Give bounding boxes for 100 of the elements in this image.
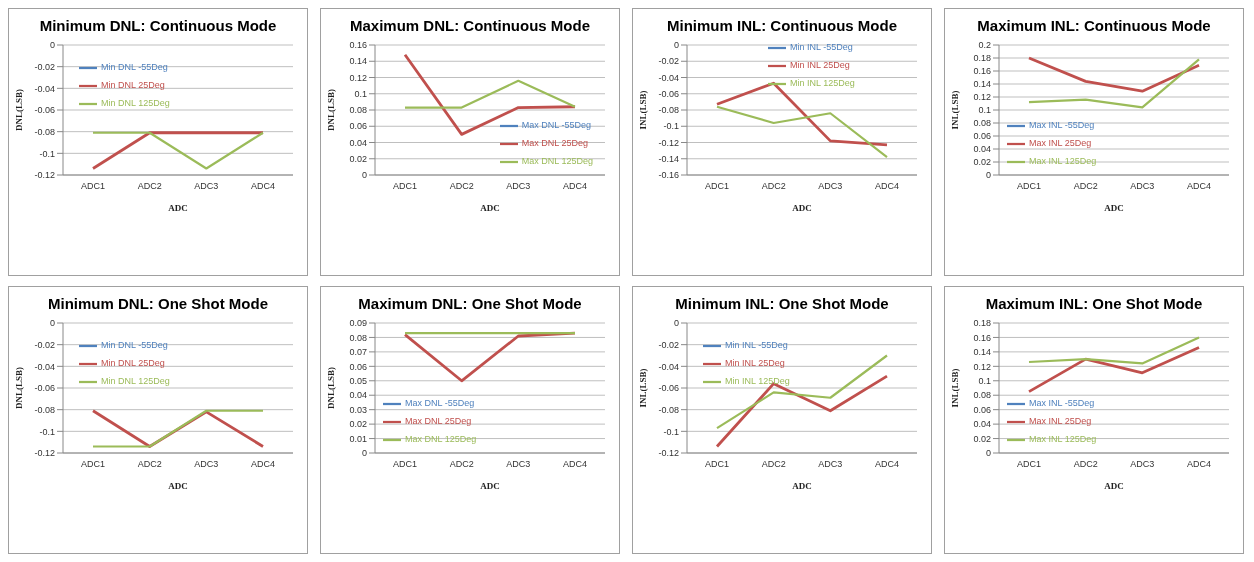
y-tick-label: 0.12 bbox=[973, 92, 991, 103]
line-series bbox=[1027, 58, 1201, 109]
y-tick-label: 0.04 bbox=[973, 144, 991, 155]
y-tick-label: 0 bbox=[49, 318, 55, 329]
chart-title: Maximum INL: Continuous Mode bbox=[976, 17, 1212, 36]
legend-label: Max INL -55Deg bbox=[1029, 398, 1095, 409]
y-tick-label: 0 bbox=[361, 448, 367, 459]
legend-label: Max DNL 125Deg bbox=[405, 434, 477, 445]
y-tick-label: 0.03 bbox=[349, 404, 367, 415]
legend-label: Max INL -55Deg bbox=[1029, 120, 1095, 131]
x-axis-title: ADC bbox=[792, 481, 812, 491]
x-tick-label: ADC1 bbox=[704, 181, 730, 192]
y-tick-label: -0.02 bbox=[34, 339, 55, 350]
legend-label: Max DNL 125Deg bbox=[521, 156, 593, 167]
legend-label: Min DNL -55Deg bbox=[101, 62, 168, 73]
y-tick-label: 0 bbox=[49, 40, 55, 51]
legend-label: Min INL -55Deg bbox=[790, 42, 853, 53]
y-tick-label: 0.12 bbox=[973, 361, 991, 372]
y-tick-label: 0 bbox=[361, 170, 367, 181]
line-series bbox=[715, 81, 889, 147]
y-axis-title: DNL(LSB) bbox=[326, 366, 337, 410]
y-tick-label: 0.08 bbox=[349, 105, 367, 116]
x-axis-title: ADC bbox=[480, 481, 500, 491]
legend-label: Max DNL -55Deg bbox=[405, 398, 475, 409]
y-tick-label: -0.1 bbox=[39, 426, 55, 437]
x-tick-label: ADC3 bbox=[194, 181, 219, 192]
y-tick-label: -0.06 bbox=[658, 383, 679, 394]
x-tick-label: ADC1 bbox=[392, 181, 418, 192]
y-tick-label: -0.08 bbox=[658, 404, 679, 415]
y-tick-label: -0.1 bbox=[39, 148, 55, 159]
x-tick-label: ADC3 bbox=[818, 181, 843, 192]
y-tick-label: -0.06 bbox=[34, 383, 55, 394]
y-tick-label: 0.06 bbox=[973, 404, 991, 415]
y-tick-label: 0 bbox=[985, 170, 991, 181]
y-tick-label: 0.06 bbox=[973, 131, 991, 142]
legend-label: Min DNL -55Deg bbox=[101, 340, 168, 351]
chart-title: Minimum DNL: One Shot Mode bbox=[47, 295, 269, 314]
x-tick-label: ADC2 bbox=[761, 459, 786, 470]
y-axis-title: DNL(LSB) bbox=[14, 88, 25, 132]
legend-label: Min INL 25Deg bbox=[725, 358, 785, 369]
y-tick-label: 0.09 bbox=[349, 318, 367, 329]
x-axis-title: ADC bbox=[792, 203, 812, 213]
y-tick-label: -0.1 bbox=[663, 121, 679, 132]
x-tick-label: ADC3 bbox=[1130, 181, 1155, 192]
legend-label: Max DNL 25Deg bbox=[521, 138, 588, 149]
legend-label: Max DNL -55Deg bbox=[521, 120, 591, 131]
y-tick-label: 0.2 bbox=[978, 40, 991, 51]
x-axis-title: ADC bbox=[1104, 203, 1124, 213]
x-tick-label: ADC3 bbox=[506, 181, 531, 192]
x-tick-label: ADC2 bbox=[137, 459, 162, 470]
legend-label: Min DNL 125Deg bbox=[101, 376, 170, 387]
x-tick-label: ADC4 bbox=[250, 459, 276, 470]
y-tick-label: 0.04 bbox=[349, 390, 367, 401]
line-series bbox=[1027, 56, 1201, 93]
legend-label: Max INL 125Deg bbox=[1029, 156, 1097, 167]
line-series bbox=[1027, 336, 1201, 365]
y-tick-label: -0.04 bbox=[658, 361, 679, 372]
x-tick-label: ADC4 bbox=[874, 459, 900, 470]
x-tick-label: ADC1 bbox=[704, 459, 730, 470]
x-tick-label: ADC2 bbox=[1073, 181, 1098, 192]
y-tick-label: 0.16 bbox=[973, 332, 991, 343]
line-series bbox=[715, 374, 889, 448]
x-tick-label: ADC2 bbox=[449, 181, 474, 192]
x-tick-label: ADC1 bbox=[80, 459, 106, 470]
x-tick-label: ADC1 bbox=[1016, 181, 1042, 192]
y-tick-label: 0 bbox=[985, 448, 991, 459]
y-tick-label: 0.06 bbox=[349, 361, 367, 372]
legend-label: Min INL 125Deg bbox=[790, 78, 855, 89]
chart-title: Maximum DNL: One Shot Mode bbox=[357, 295, 583, 314]
y-axis-title: INL(LSB) bbox=[950, 368, 961, 408]
legend-label: Min INL 125Deg bbox=[725, 376, 790, 387]
y-tick-label: -0.04 bbox=[658, 72, 679, 83]
y-tick-label: 0 bbox=[673, 318, 679, 329]
x-tick-label: ADC1 bbox=[80, 181, 106, 192]
y-tick-label: 0.01 bbox=[349, 433, 367, 444]
y-tick-label: 0.02 bbox=[973, 157, 991, 168]
y-tick-label: -0.12 bbox=[658, 137, 679, 148]
x-tick-label: ADC2 bbox=[137, 181, 162, 192]
y-tick-label: 0.1 bbox=[978, 375, 991, 386]
x-axis-title: ADC bbox=[168, 481, 188, 491]
y-tick-label: 0.14 bbox=[349, 56, 367, 67]
x-tick-label: ADC1 bbox=[392, 459, 418, 470]
y-tick-label: 0.05 bbox=[349, 375, 367, 386]
y-tick-label: -0.12 bbox=[658, 448, 679, 459]
x-tick-label: ADC2 bbox=[761, 181, 786, 192]
line-series bbox=[715, 354, 889, 430]
y-tick-label: 0.14 bbox=[973, 79, 991, 90]
line-series bbox=[1027, 346, 1201, 394]
chart-title: Minimum INL: Continuous Mode bbox=[666, 17, 898, 36]
y-tick-label: 0.06 bbox=[349, 121, 367, 132]
y-tick-label: 0.08 bbox=[973, 390, 991, 401]
y-tick-label: 0.04 bbox=[973, 419, 991, 430]
y-tick-label: -0.16 bbox=[658, 170, 679, 181]
y-tick-label: 0.08 bbox=[973, 118, 991, 129]
chart-title: Minimum INL: One Shot Mode bbox=[674, 295, 890, 314]
x-axis-title: ADC bbox=[1104, 481, 1124, 491]
x-tick-label: ADC1 bbox=[1016, 459, 1042, 470]
y-tick-label: -0.12 bbox=[34, 170, 55, 181]
chart-title: Minimum DNL: Continuous Mode bbox=[38, 17, 278, 36]
y-tick-label: -0.04 bbox=[34, 361, 55, 372]
